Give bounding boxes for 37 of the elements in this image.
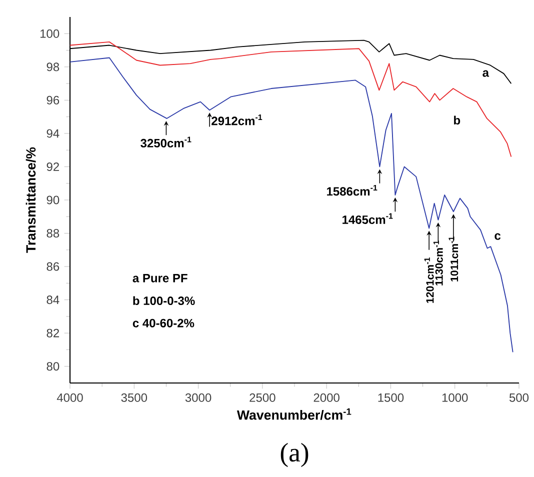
annotation: 1011cm$^{-1}$ [448,236,458,282]
x-tick-label: 4000 [56,393,83,402]
line-series [70,41,512,158]
series-label: b [454,116,460,125]
annotation: 3250cm$^{-1}$ [140,136,192,148]
y-tick-label: 82 [46,328,59,338]
series-label: a [482,70,490,77]
annotation: 1465cm$^{-1}$ [342,213,393,224]
annotation: c 40-60-2% [132,318,194,328]
y-tick-label: 80 [46,362,60,371]
x-tick-label: 1000 [442,393,468,402]
series-label: c [494,233,501,240]
x-tick-label: 2000 [314,393,340,402]
x-tick-label: 3000 [185,393,212,402]
annotation: 2912cm$^{-1}$ [212,114,262,126]
y-axis-title: Transmittance/% [26,147,36,253]
line-series [70,57,514,353]
annotation: 1201cm$^{-1}$ [424,258,434,303]
y-tick-label: 98 [46,62,60,72]
text: (a) [280,442,308,468]
y-tick-label: 94 [46,129,60,138]
annotation: 1586cm$^{-1}$ [327,184,378,196]
y-tick-label: 92 [46,162,59,171]
y-tick-label: 90 [46,196,60,204]
x-tick-label: 500 [509,393,529,402]
y-tick-label: 86 [46,262,60,271]
y-tick-label: 100 [40,29,60,38]
x-tick-label: 3500 [121,393,148,402]
x-tick-label: 2500 [250,393,276,402]
annotation: a Pure PF [132,274,188,282]
x-axis-title: Wavenumber/cm$^{-1}$ [236,408,352,420]
y-tick-label: 84 [46,296,60,304]
annotation: 1130cm$^{-1}$ [433,240,443,286]
y-tick-label: 88 [46,229,60,238]
y-tick-label: 96 [46,96,60,104]
x-tick-label: 1500 [378,393,404,402]
annotation: b 100-0-3% [133,296,195,306]
